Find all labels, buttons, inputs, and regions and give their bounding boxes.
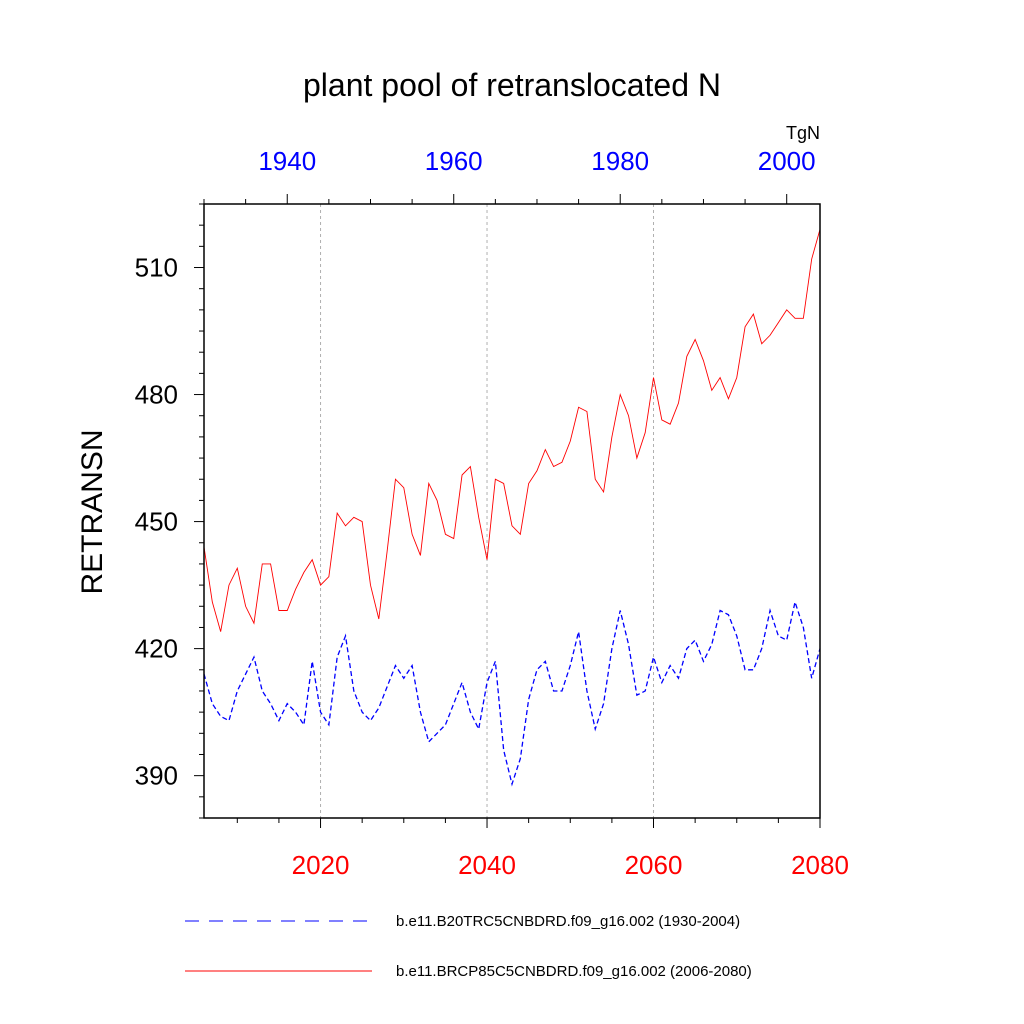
y-tick-label: 450 bbox=[135, 507, 178, 537]
x-top-tick-label: 1940 bbox=[258, 146, 316, 176]
x-top-tick-label: 1960 bbox=[425, 146, 483, 176]
legend: b.e11.B20TRC5CNBDRD.f09_g16.002 (1930-20… bbox=[185, 913, 752, 980]
axis-ticks: 390 420 450 480 510 2020 2040 2060 2080 1940 1960 1… bbox=[135, 146, 849, 880]
x-bottom-tick-label: 2080 bbox=[791, 850, 849, 880]
series-lines bbox=[203, 229, 821, 787]
x-top-tick-label: 1980 bbox=[591, 146, 649, 176]
units-label: TgN bbox=[786, 123, 820, 143]
y-tick-label: 510 bbox=[135, 253, 178, 283]
y-tick-label: 420 bbox=[135, 634, 178, 664]
x-bottom-tick-label: 2040 bbox=[458, 850, 516, 880]
series-line-1 bbox=[203, 229, 821, 632]
y-tick-label: 480 bbox=[135, 380, 178, 410]
x-bottom-tick-label: 2060 bbox=[625, 850, 683, 880]
grid-lines bbox=[320, 204, 655, 818]
x-top-tick-label: 2000 bbox=[758, 146, 816, 176]
chart-title: plant pool of retranslocated N bbox=[303, 67, 721, 103]
x-bottom-tick-label: 2020 bbox=[292, 850, 350, 880]
legend-label-historical: b.e11.B20TRC5CNBDRD.f09_g16.002 (1930-20… bbox=[396, 913, 740, 930]
y-axis-label: RETRANSN bbox=[76, 429, 109, 594]
y-tick-label: 390 bbox=[135, 761, 178, 791]
series-line-0 bbox=[203, 599, 821, 787]
legend-label-rcp85: b.e11.BRCP85C5CNBDRD.f09_g16.002 (2006-2… bbox=[396, 963, 752, 980]
plot-frame bbox=[203, 203, 821, 819]
